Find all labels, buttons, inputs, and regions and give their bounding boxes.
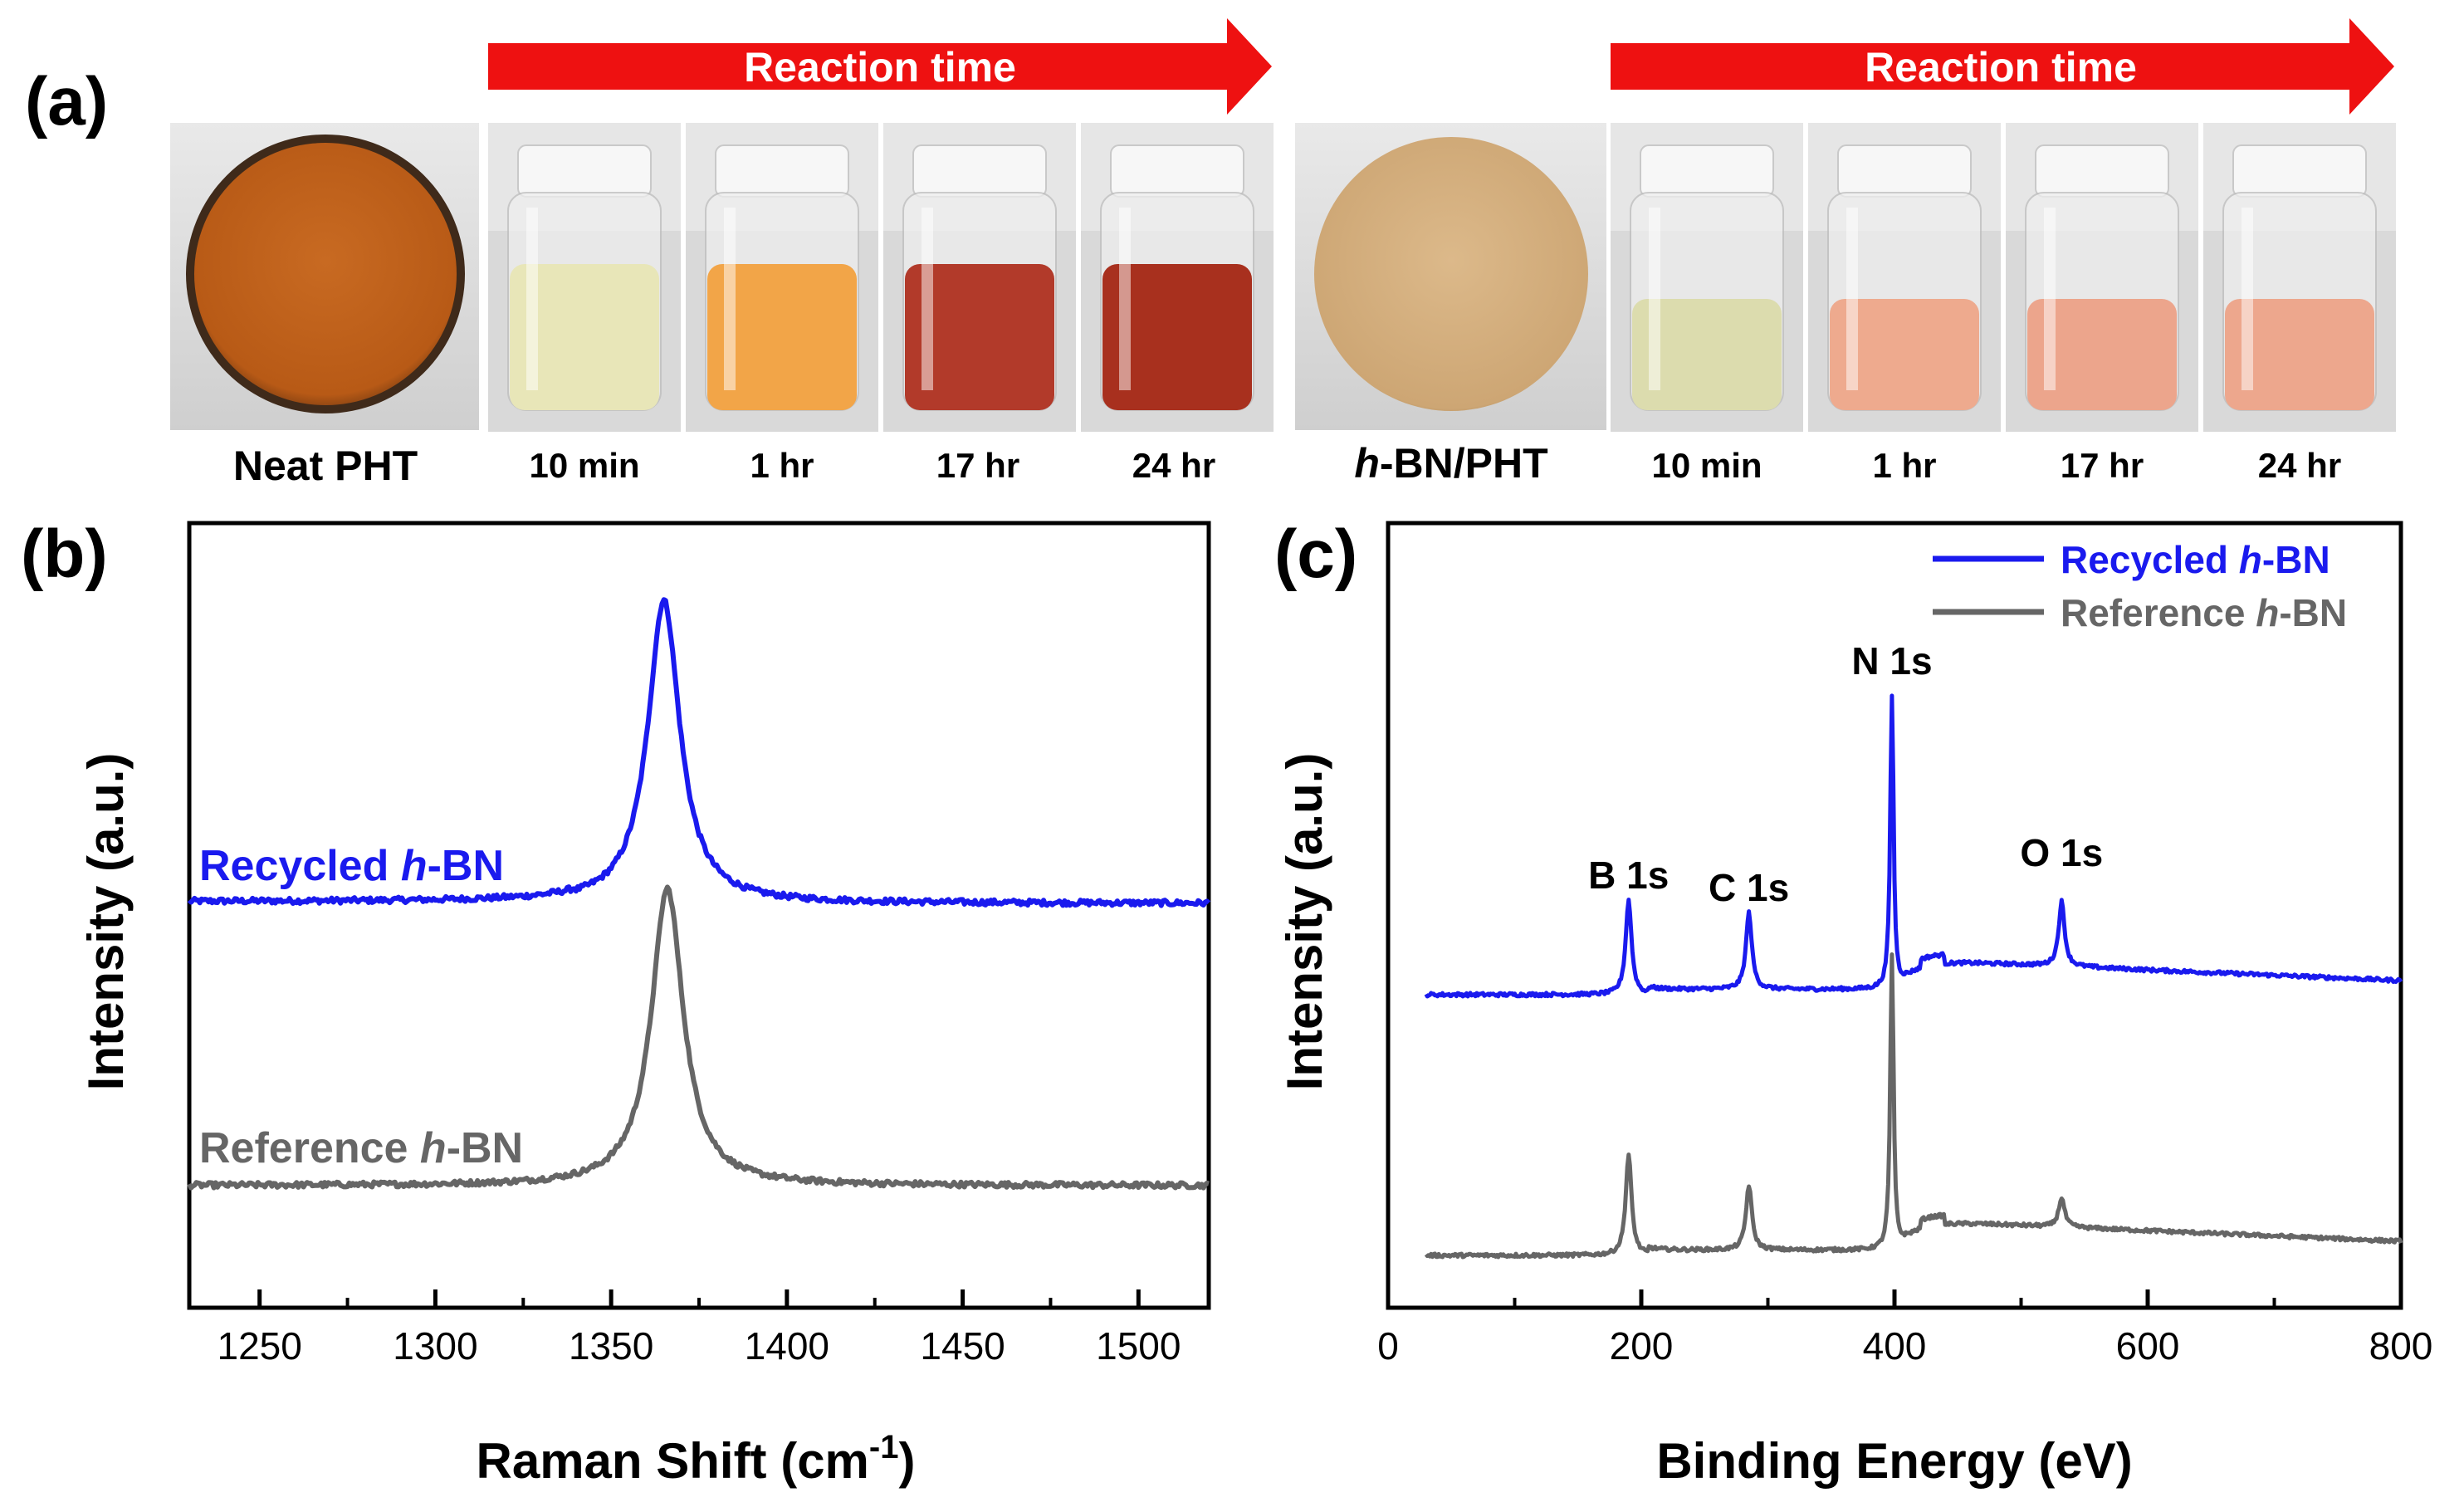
x-tick-label: 0 xyxy=(1377,1324,1399,1368)
vial-photo xyxy=(1808,123,2001,432)
x-tick-label: 1450 xyxy=(920,1324,1005,1368)
b-leg1-it: h xyxy=(420,1124,447,1172)
c-leg0-it: h xyxy=(2239,538,2262,581)
panel-b-ticks: 1250 1300 1350 1400 1450 1500 xyxy=(218,1289,1181,1368)
vial-photo xyxy=(1081,123,1274,432)
panel-c-xlabel: Binding Energy (eV) xyxy=(1656,1433,2132,1489)
reaction-arrow-left-text: Reaction time xyxy=(744,44,1016,91)
time-label-left: 24 hr xyxy=(1132,446,1215,485)
reaction-arrow-right: Reaction time xyxy=(1611,18,2394,115)
time-label-left: 10 min xyxy=(529,446,639,485)
x-tick-label: 600 xyxy=(2116,1324,2180,1368)
c-leg0-pre: Recycled xyxy=(2061,538,2239,581)
b-leg0-pre: Recycled xyxy=(199,842,401,890)
panel-a-label: (a) xyxy=(25,64,108,139)
b-leg1-pre: Reference xyxy=(199,1124,420,1172)
reaction-arrow-right-text: Reaction time xyxy=(1865,44,2137,91)
panel-b-frame xyxy=(187,521,1211,1310)
film-hbn-pht-label: h-BN/PHT xyxy=(1354,440,1547,487)
panel-c: (c) 0 200 400 600 800 B 1s C 1s N 1s O 1s Inten… xyxy=(1274,516,2432,1489)
legend-label-reference: Reference h-BN xyxy=(2061,591,2347,634)
film-hbn-pht-photo xyxy=(1295,123,1606,430)
panel-c-ylabel: Intensity (a.u.) xyxy=(1277,753,1332,1091)
vial-photo xyxy=(488,123,681,432)
panel-b-label: (b) xyxy=(21,516,108,592)
panel-b-xlabel: Raman Shift (cm-1) xyxy=(477,1429,916,1489)
panel-b: (b) 1250 1300 1350 1400 1450 1500 Intensity (… xyxy=(21,516,1211,1489)
vial-photo xyxy=(686,123,878,432)
panel-b-ylabel: Intensity (a.u.) xyxy=(78,753,134,1091)
film-hbn-italic: h xyxy=(1354,440,1380,487)
vials-left xyxy=(488,123,1274,432)
x-tick-label: 200 xyxy=(1610,1324,1674,1368)
c-leg1-post: -BN xyxy=(2279,591,2347,634)
peak-annotation: O 1s xyxy=(2020,831,2103,874)
x-tick-label: 400 xyxy=(1863,1324,1927,1368)
b-leg0-it: h xyxy=(401,842,428,890)
panel-c-series xyxy=(1424,693,2403,1260)
reaction-arrow-left: Reaction time xyxy=(488,18,1272,115)
b-leg1-post: -BN xyxy=(447,1124,523,1172)
peak-annotation: N 1s xyxy=(1851,639,1932,683)
film-neat-pht-label: Neat PHT xyxy=(233,443,418,489)
legend-label-recycled: Recycled h-BN xyxy=(2061,538,2330,581)
series-line xyxy=(1424,952,2403,1260)
panel-b-xlabel-end: ) xyxy=(899,1433,916,1489)
film-hbn-rest: -BN/PHT xyxy=(1380,440,1548,487)
panel-c-legend: Recycled h-BN Reference h-BN xyxy=(1933,538,2347,634)
time-label-right: 1 hr xyxy=(1872,446,1936,485)
series-line xyxy=(1424,693,2403,999)
panel-c-label: (c) xyxy=(1274,516,1357,592)
peak-annotation: B 1s xyxy=(1588,854,1669,897)
peak-annotation: C 1s xyxy=(1709,866,1789,909)
vial-photo xyxy=(883,123,1076,432)
series-line xyxy=(187,597,1211,908)
panel-b-xlabel-main: Raman Shift (cm xyxy=(477,1433,869,1489)
x-tick-label: 1250 xyxy=(218,1324,302,1368)
panel-b-series-label-recycled: Recycled h-BN xyxy=(199,842,504,890)
b-leg0-post: -BN xyxy=(428,842,504,890)
time-label-left: 17 hr xyxy=(936,446,1019,485)
vial-photo xyxy=(2006,123,2198,432)
panel-b-series-label-reference: Reference h-BN xyxy=(199,1124,523,1172)
time-label-left: 1 hr xyxy=(750,446,814,485)
x-tick-label: 1500 xyxy=(1096,1324,1181,1368)
time-label-right: 17 hr xyxy=(2061,446,2144,485)
time-labels: 10 min 10 min 1 hr 1 hr 17 hr 17 hr 24 hr 24 hr xyxy=(529,446,2341,485)
panel-b-series xyxy=(187,597,1211,1191)
vial-photo xyxy=(1611,123,1803,432)
x-tick-label: 1400 xyxy=(745,1324,829,1368)
c-leg1-it: h xyxy=(2256,591,2279,634)
c-leg0-post: -BN xyxy=(2262,538,2330,581)
time-label-right: 10 min xyxy=(1651,446,1762,485)
time-label-right: 24 hr xyxy=(2258,446,2341,485)
panel-c-annotations: B 1s C 1s N 1s O 1s xyxy=(1588,639,2103,909)
x-tick-label: 1300 xyxy=(393,1324,477,1368)
vial-photo xyxy=(2203,123,2396,432)
panel-b-xlabel-sup: -1 xyxy=(869,1429,899,1465)
series-line xyxy=(187,884,1210,1191)
vials-right xyxy=(1611,123,2396,432)
panel-c-ticks: 0 200 400 600 800 xyxy=(1377,1289,2432,1368)
panel-a: (a) Reaction time Reaction time Neat PHT… xyxy=(25,18,2396,489)
x-tick-label: 800 xyxy=(2369,1324,2433,1368)
x-tick-label: 1350 xyxy=(569,1324,653,1368)
c-leg1-pre: Reference xyxy=(2061,591,2256,634)
film-neat-pht-photo xyxy=(170,123,479,430)
